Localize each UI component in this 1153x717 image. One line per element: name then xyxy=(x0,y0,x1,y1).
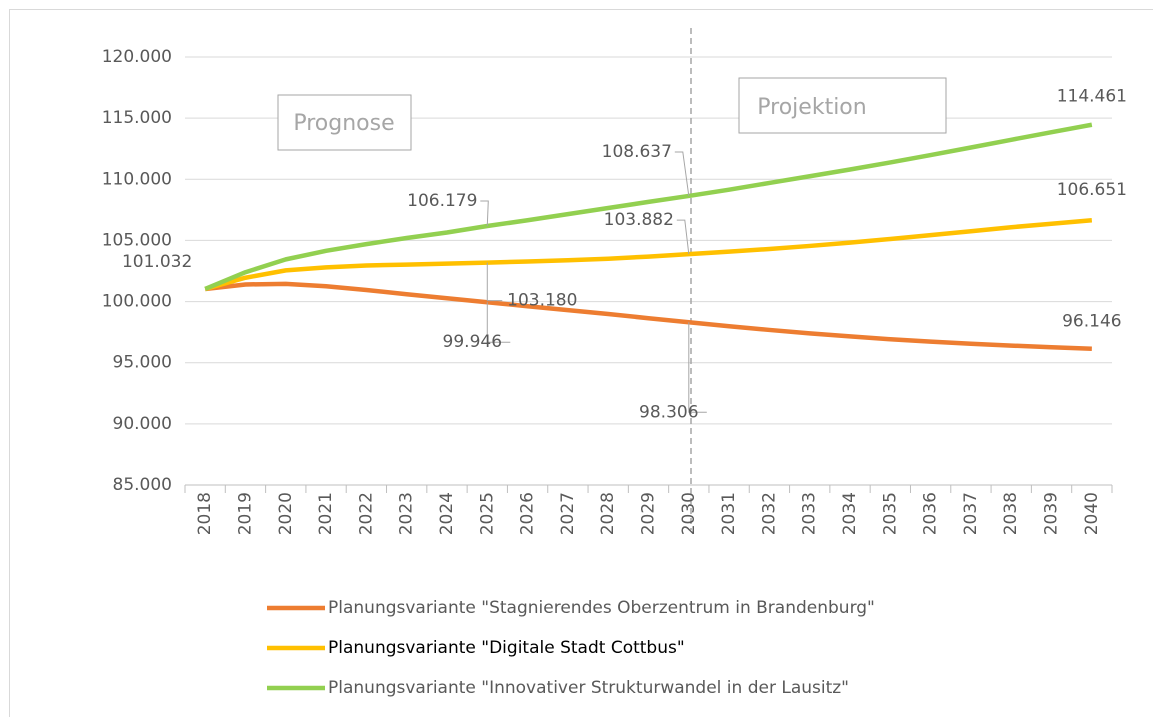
x-tick-label: 2032 xyxy=(759,492,779,535)
x-tick-label: 2038 xyxy=(1001,492,1021,535)
x-tick-label: 2029 xyxy=(639,492,659,535)
data-label: 101.032 xyxy=(122,252,192,272)
x-tick-label: 2018 xyxy=(195,492,215,535)
x-tick-label: 2019 xyxy=(235,492,255,535)
leader-line xyxy=(676,219,690,255)
x-tick-label: 2027 xyxy=(558,492,578,535)
y-tick-label: 115.000 xyxy=(102,108,172,128)
annotation: Prognose xyxy=(293,111,394,136)
chart-border xyxy=(9,9,1153,717)
leader-line xyxy=(688,322,707,413)
series-line xyxy=(204,217,1093,292)
leader-line xyxy=(674,151,690,197)
x-tick-label: 2031 xyxy=(719,492,739,535)
series-line xyxy=(204,281,1092,351)
leader-line xyxy=(480,200,489,227)
y-tick-label: 85.000 xyxy=(113,475,172,495)
leader-line xyxy=(486,262,503,302)
data-label: 99.946 xyxy=(443,332,502,352)
annotation-box: Prognose xyxy=(277,94,412,151)
data-label: 103.882 xyxy=(604,210,674,230)
annotation: Projektion xyxy=(757,95,866,120)
annotation-box: Projektion xyxy=(738,77,947,134)
series-line xyxy=(204,122,1093,292)
x-tick-label: 2028 xyxy=(598,492,618,535)
y-tick-label: 105.000 xyxy=(102,230,172,250)
x-tick-label: 2036 xyxy=(921,492,941,535)
data-label: 108.637 xyxy=(602,142,672,162)
y-tick-label: 95.000 xyxy=(113,353,172,373)
x-tick-label: 2030 xyxy=(679,492,699,535)
annotation-frame xyxy=(738,77,947,134)
annotation-frame xyxy=(277,94,412,151)
data-label: 98.306 xyxy=(639,402,698,422)
y-tick-label: 100.000 xyxy=(102,292,172,312)
x-tick-label: 2023 xyxy=(397,492,417,535)
x-tick-label: 2025 xyxy=(477,492,497,535)
data-label: 103.180 xyxy=(507,291,577,311)
x-tick-label: 2037 xyxy=(961,492,981,535)
x-tick-label: 2026 xyxy=(518,492,538,535)
data-label: 106.651 xyxy=(1057,180,1127,200)
data-label: 114.461 xyxy=(1057,87,1127,107)
x-tick-label: 2035 xyxy=(880,492,900,535)
legend-label: Planungsvariante "Stagnierendes Oberzent… xyxy=(328,598,875,618)
data-label: 106.179 xyxy=(407,191,477,211)
x-tick-label: 2021 xyxy=(316,492,336,535)
y-tick-label: 110.000 xyxy=(102,169,172,189)
x-tick-label: 2024 xyxy=(437,492,457,535)
legend-label: Planungsvariante "Innovativer Strukturwa… xyxy=(328,678,849,698)
x-tick-label: 2022 xyxy=(356,492,376,535)
legend-label: Planungsvariante "Digitale Stadt Cottbus… xyxy=(328,638,685,658)
x-tick-label: 2039 xyxy=(1042,492,1062,535)
y-tick-label: 120.000 xyxy=(102,47,172,67)
x-tick-label: 2033 xyxy=(800,492,820,535)
leader-line xyxy=(486,302,511,343)
x-tick-label: 2040 xyxy=(1082,492,1102,535)
y-tick-label: 90.000 xyxy=(113,414,172,434)
x-tick-label: 2020 xyxy=(276,492,296,535)
data-label: 96.146 xyxy=(1062,312,1121,332)
x-tick-label: 2034 xyxy=(840,492,860,535)
